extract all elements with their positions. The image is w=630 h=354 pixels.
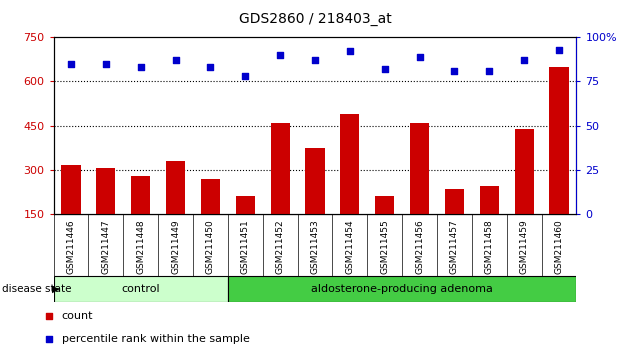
Bar xyxy=(54,276,228,302)
Point xyxy=(519,57,529,63)
Point xyxy=(415,54,425,59)
Text: GSM211458: GSM211458 xyxy=(485,219,494,274)
Text: GSM211448: GSM211448 xyxy=(136,219,145,274)
Bar xyxy=(166,161,185,214)
Text: GSM211449: GSM211449 xyxy=(171,219,180,274)
Text: control: control xyxy=(122,284,160,294)
Point xyxy=(275,52,285,58)
Bar xyxy=(549,67,569,214)
Bar xyxy=(236,196,255,214)
Point xyxy=(449,68,459,74)
Point xyxy=(380,66,390,72)
Text: count: count xyxy=(62,311,93,321)
Point xyxy=(171,57,181,63)
Bar xyxy=(131,176,151,214)
Text: GSM211446: GSM211446 xyxy=(67,219,76,274)
Bar xyxy=(340,114,360,214)
Point xyxy=(43,336,54,342)
Text: disease state: disease state xyxy=(2,284,71,294)
Text: GSM211454: GSM211454 xyxy=(345,219,354,274)
Point xyxy=(554,47,564,52)
Point xyxy=(310,57,320,63)
Point xyxy=(484,68,495,74)
Text: GSM211450: GSM211450 xyxy=(206,219,215,274)
Bar xyxy=(201,179,220,214)
Text: GSM211460: GSM211460 xyxy=(554,219,563,274)
Bar xyxy=(445,189,464,214)
Point xyxy=(345,48,355,54)
Bar xyxy=(515,129,534,214)
Text: GSM211455: GSM211455 xyxy=(381,219,389,274)
Text: ▶: ▶ xyxy=(52,284,60,294)
Point xyxy=(135,64,146,70)
Text: aldosterone-producing adenoma: aldosterone-producing adenoma xyxy=(311,284,493,294)
Text: GSM211453: GSM211453 xyxy=(311,219,319,274)
Text: GSM211459: GSM211459 xyxy=(520,219,529,274)
Text: GSM211447: GSM211447 xyxy=(101,219,110,274)
Bar xyxy=(228,276,576,302)
Bar xyxy=(61,166,81,214)
Point xyxy=(101,61,111,67)
Point xyxy=(240,73,250,79)
Bar xyxy=(306,148,324,214)
Bar xyxy=(96,169,115,214)
Text: GSM211451: GSM211451 xyxy=(241,219,249,274)
Text: GDS2860 / 218403_at: GDS2860 / 218403_at xyxy=(239,12,391,27)
Text: GSM211452: GSM211452 xyxy=(276,219,285,274)
Point xyxy=(66,61,76,67)
Bar xyxy=(410,123,429,214)
Bar xyxy=(375,196,394,214)
Point xyxy=(205,64,215,70)
Point xyxy=(43,313,54,319)
Text: GSM211457: GSM211457 xyxy=(450,219,459,274)
Text: GSM211456: GSM211456 xyxy=(415,219,424,274)
Bar xyxy=(479,186,499,214)
Bar xyxy=(270,123,290,214)
Text: percentile rank within the sample: percentile rank within the sample xyxy=(62,334,249,344)
